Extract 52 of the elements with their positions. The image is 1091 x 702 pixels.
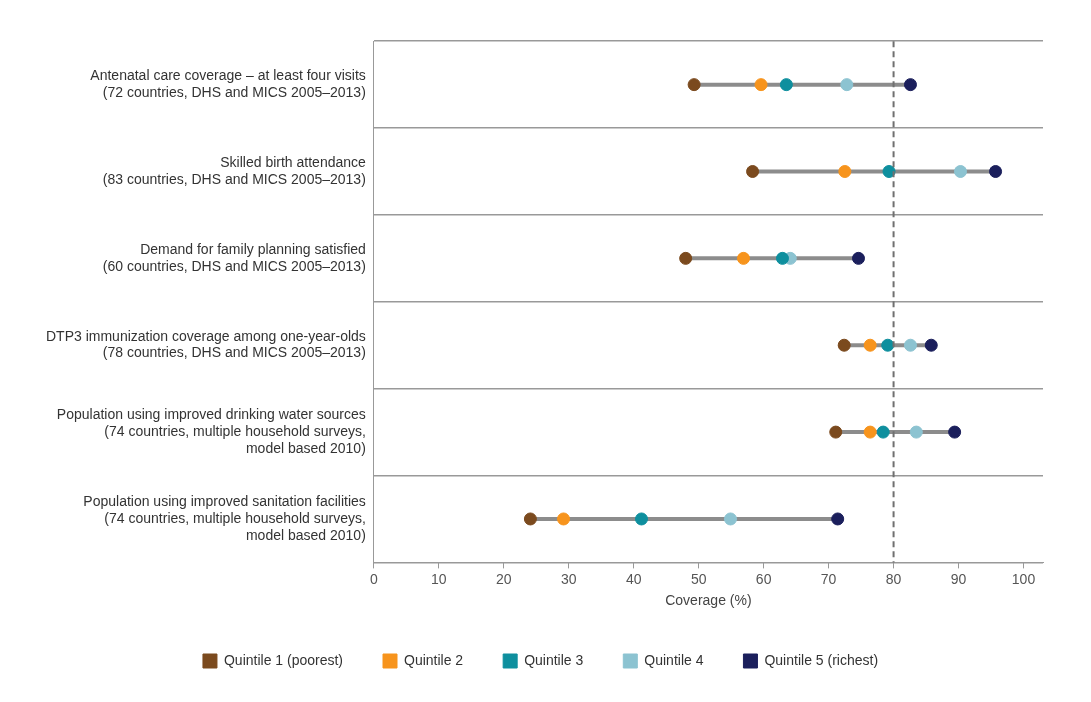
x-tick-label: 70 [820,570,837,587]
point [876,425,890,439]
x-tick-label: 10 [431,570,447,587]
point [903,78,917,92]
point [838,165,852,178]
point [775,251,789,265]
point [679,251,693,265]
point [924,338,938,352]
point [736,251,750,265]
x-axis-title: Coverage (%) [665,592,752,609]
point [903,338,917,352]
legend-label: Quintile 3 [524,651,584,668]
point [523,512,537,526]
point [557,512,571,526]
point [953,165,967,178]
y-tick-label: DTP3 immunization coverage among one-year-olds (78 countries, DHS and MICS 2005–2013) [45,327,366,361]
x-tick-label: 0 [369,570,378,587]
x-tick-label: 50 [690,570,707,587]
x-tick-label: 100 [1011,570,1036,587]
point [840,78,854,92]
point [746,165,760,178]
x-tick-label: 80 [885,570,902,587]
point [989,165,1003,178]
point [831,512,845,526]
point [851,251,865,265]
x-tick-label: 30 [560,570,577,587]
y-tick-label: Antenatal care coverage – at least four visits (72 countries, DHS and MICS 2005–2013) [90,67,366,100]
legend-label: Quintile 1 (poorest) [223,651,344,668]
point [634,512,648,526]
y-tick-label: Population using improved drinking water sources (74 countries, multiple household surveys, model based 2010) [56,406,366,456]
legend-label: Quintile 2 [404,651,464,668]
point [779,78,793,92]
legend-label: Quintile 4 [644,651,704,668]
x-tick-label: 20 [495,570,512,587]
point [724,512,737,526]
y-tick-label: Population using improved sanitation facilities (74 countries, multiple household surveys, model based 2010) [83,493,366,543]
point [863,425,877,439]
point [863,338,877,352]
point [909,425,923,439]
point [882,165,896,178]
x-tick-label: 40 [625,570,642,587]
point [754,78,768,92]
point [687,78,701,92]
point [837,338,851,352]
legend-label: Quintile 5 (richest) [764,651,879,668]
point [829,425,843,439]
point [948,425,962,439]
x-tick-label: 60 [755,570,772,587]
y-tick-label: Demand for family planning satisfied (60 countries, DHS and MICS 2005–2013) [102,240,366,274]
y-tick-label: Skilled birth attendance (83 countries, DHS and MICS 2005–2013) [102,153,367,187]
point [881,338,895,352]
x-tick-label: 90 [950,570,967,587]
